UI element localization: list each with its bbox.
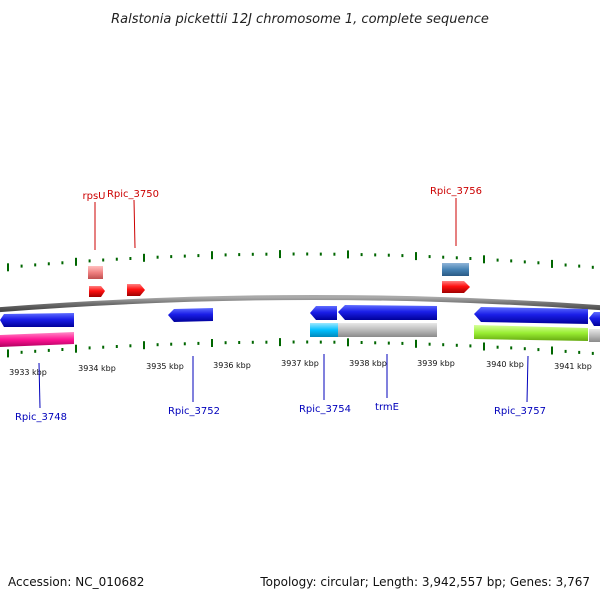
rpic-3756-gene-arrow xyxy=(442,281,470,293)
kbp-label: 3933 kbp xyxy=(9,368,47,377)
gene-label-rpic-3754[interactable]: Rpic_3754 xyxy=(299,404,351,415)
rpic-3754-rrna-feature xyxy=(310,323,338,337)
rpic-3757-rrna-feature xyxy=(474,325,588,341)
rpic-3756-rrna-feature xyxy=(442,263,469,276)
rpic-3748-leader-line xyxy=(38,362,41,409)
rpic-3750-leader-line xyxy=(133,199,136,249)
gene-label-rpic-3748[interactable]: Rpic_3748 xyxy=(15,412,67,423)
kbp-label: 3934 kbp xyxy=(78,364,116,373)
forward-gene-labels: rpsU Rpic_3750 Rpic_3756 xyxy=(83,186,482,250)
rpsU-rrna-feature xyxy=(88,266,103,279)
map-title: Ralstonia pickettii 12J chromosome 1, co… xyxy=(111,12,489,27)
rpic-3752-gene-arrow xyxy=(168,308,213,322)
rpsU-gene-arrow xyxy=(89,286,105,297)
next-gene-arrow xyxy=(589,312,600,326)
kbp-label: 3935 kbp xyxy=(146,362,184,371)
gene-label-rpic-3756[interactable]: Rpic_3756 xyxy=(430,186,482,197)
forward-tick-row xyxy=(7,250,594,272)
rpic-3748-rrna-feature xyxy=(0,332,74,347)
kbp-label: 3938 kbp xyxy=(349,359,387,368)
chromosome-backbone xyxy=(0,294,600,313)
gene-label-rpsU[interactable]: rpsU xyxy=(83,191,106,202)
kbp-scale: 3933 kbp 3934 kbp 3935 kbp 3936 kbp 3937… xyxy=(9,359,592,377)
rpic-3757-gene-arrow xyxy=(474,307,588,324)
gene-label-rpic-3750[interactable]: Rpic_3750 xyxy=(107,189,159,200)
reverse-tick-row xyxy=(7,338,594,358)
reverse-features xyxy=(0,305,600,347)
rpic-3748-gene-arrow xyxy=(0,313,74,327)
kbp-label: 3937 kbp xyxy=(281,359,319,368)
rpic-3757-leader-line xyxy=(526,355,529,403)
gene-label-rpic-3752[interactable]: Rpic_3752 xyxy=(168,406,220,417)
topology-text: Topology: circular; Length: 3,942,557 bp… xyxy=(259,575,590,589)
accession-text: Accession: NC_010682 xyxy=(8,575,144,589)
kbp-label: 3941 kbp xyxy=(554,362,592,371)
kbp-label: 3939 kbp xyxy=(417,359,455,368)
rpic-3754-gene-arrow xyxy=(310,306,337,320)
gene-label-rpic-3757[interactable]: Rpic_3757 xyxy=(494,406,546,417)
kbp-label: 3936 kbp xyxy=(213,361,251,370)
reverse-gene-labels: Rpic_3748 Rpic_3752 Rpic_3754 trmE Rpic_… xyxy=(15,354,546,423)
next-rrna-feature xyxy=(589,329,600,342)
trmE-rrna-feature xyxy=(338,323,437,337)
kbp-label: 3940 kbp xyxy=(486,360,524,369)
gene-label-trmE[interactable]: trmE xyxy=(375,402,399,413)
forward-features xyxy=(88,263,470,297)
trmE-gene-arrow xyxy=(338,305,437,320)
rpic-3750-gene-arrow xyxy=(127,284,145,296)
